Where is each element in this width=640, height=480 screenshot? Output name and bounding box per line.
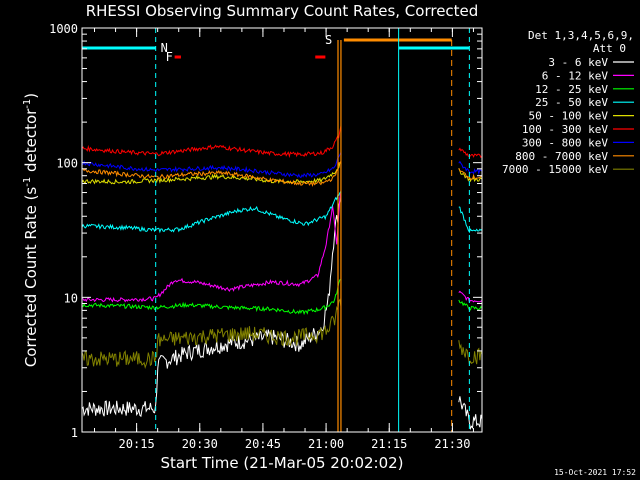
- series-line: [82, 279, 482, 316]
- y-tick-label: 100: [56, 157, 78, 171]
- legend-label: 12 - 25 keV: [535, 83, 608, 96]
- x-tick-label: 20:45: [245, 437, 281, 451]
- x-axis-label: Start Time (21-Mar-05 20:02:02): [160, 454, 403, 472]
- legend-label: 50 - 100 keV: [529, 110, 609, 123]
- series-line: [82, 125, 482, 159]
- legend-attenuator: Att 0: [593, 42, 626, 55]
- legend-label: 25 - 50 keV: [535, 96, 608, 109]
- series-line: [82, 190, 482, 304]
- x-tick-label: 20:30: [182, 437, 218, 451]
- y-axis-label: Corrected Count Rate (s-1 detector-1): [22, 93, 40, 367]
- chart-title: RHESSI Observing Summary Count Rates, Co…: [86, 2, 479, 20]
- y-tick-label: 10: [64, 291, 78, 305]
- legend-detectors: Det 1,3,4,5,6,9,: [528, 29, 634, 42]
- flare-flag-label: F: [166, 50, 173, 64]
- saa-flag-label: S: [325, 33, 332, 47]
- x-tick-label: 20:15: [119, 437, 155, 451]
- series-line: [82, 195, 482, 431]
- legend-label: 7000 - 15000 keV: [502, 163, 608, 176]
- y-tick-label: 1000: [49, 22, 78, 36]
- plot-timestamp: 15-Oct-2021 17:52: [554, 468, 636, 477]
- plot-frame: [81, 27, 483, 433]
- flag-layer: NF S: [82, 28, 470, 432]
- series-line: [82, 191, 482, 234]
- series-line: [82, 298, 482, 369]
- series-layer: [82, 125, 482, 431]
- legend-label: 100 - 300 keV: [522, 123, 608, 136]
- y-tick-label: 1: [71, 426, 78, 440]
- x-tick-label: 21:00: [308, 437, 344, 451]
- legend-label: 3 - 6 keV: [548, 56, 608, 69]
- series-line: [82, 152, 482, 179]
- series-line: [82, 161, 482, 188]
- legend-label: 300 - 800 keV: [522, 136, 608, 149]
- night-flag-label: N: [161, 41, 168, 55]
- x-tick-label: 21:15: [371, 437, 407, 451]
- x-tick-label: 21:30: [434, 437, 470, 451]
- series-line: [82, 162, 482, 185]
- axis-layer: 1 10 100 1000 20:15 20:30 20:45 21:00 21:15 21:30: [49, 22, 482, 451]
- legend-label: 800 - 7000 keV: [515, 150, 608, 163]
- legend-label: 6 - 12 keV: [542, 69, 609, 82]
